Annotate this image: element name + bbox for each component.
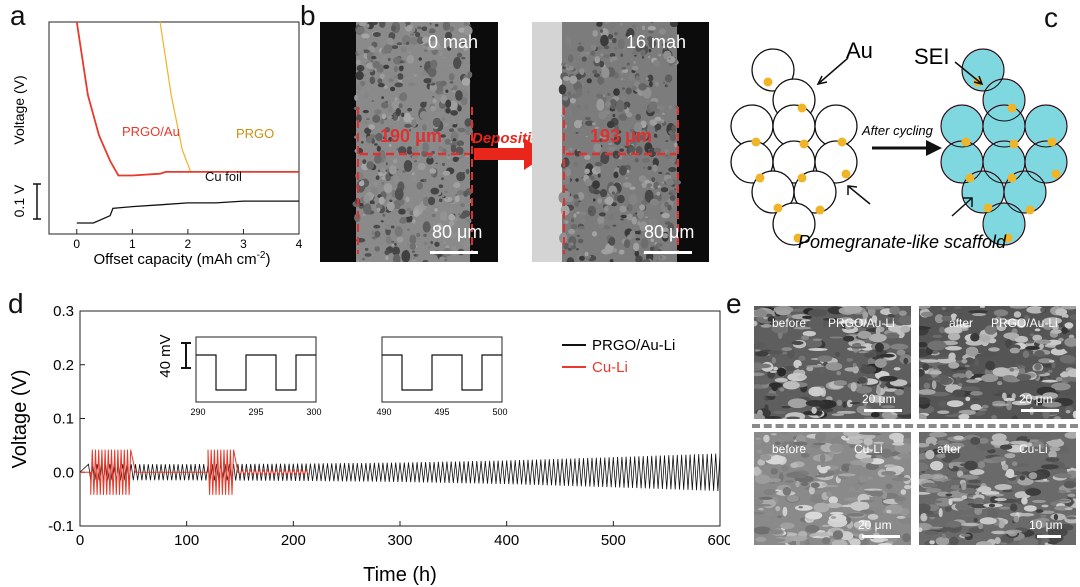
sem-image-after: 16 mah 193 μm 80 μm xyxy=(532,22,709,262)
au-particle xyxy=(837,137,847,147)
au-particle xyxy=(815,205,825,215)
label-16-mah: 16 mah xyxy=(626,32,687,52)
au-particle xyxy=(755,173,765,183)
legend-cu: Cu-Li xyxy=(592,359,628,376)
au-particle xyxy=(961,137,971,147)
d-y-tick-label: 0.0 xyxy=(53,464,74,481)
x-axis-label: Offset capacity (mAh cm-2) xyxy=(93,250,270,268)
cu-li-trace xyxy=(80,449,309,495)
panel-label-a: a xyxy=(10,0,26,31)
au-particle xyxy=(763,77,773,87)
panel-label-c: c xyxy=(1044,2,1058,33)
svg-text:500: 500 xyxy=(492,407,507,417)
sem-before-cu-li: before Cu-Li 20 μm xyxy=(754,432,911,545)
label-cu: Cu foil xyxy=(205,169,242,184)
label-0-mah: 0 mah xyxy=(428,32,479,52)
d-x-tick-label: 600 xyxy=(707,532,730,549)
sem-before-prgo-au-li: before PRGO/Au-Li 20 μm xyxy=(754,306,911,419)
d-y-tick-label: 0.2 xyxy=(53,357,74,374)
y-axis-label: Voltage (V) xyxy=(11,75,27,144)
inset-scale-label: 40 mV xyxy=(157,334,174,377)
label-after-cycling: After cycling xyxy=(861,123,934,138)
scaffold-circle xyxy=(751,48,795,92)
au-particle xyxy=(1051,169,1061,179)
caption-pomegranate: Pomegranate-like scaffold xyxy=(798,232,1007,252)
panel-c-scaffold-diagram: Au SEI After cycling Pomegranate-like sc… xyxy=(730,38,1068,252)
au-particle xyxy=(1047,137,1057,147)
d-x-tick-label: 200 xyxy=(281,532,306,549)
d-y-tick-label: 0.3 xyxy=(53,303,74,320)
panel-label-d: d xyxy=(8,288,24,319)
au-particle xyxy=(799,139,809,149)
label-prgo: PRGO xyxy=(236,126,274,141)
d-x-tick-label: 300 xyxy=(387,532,412,549)
panel-d-chart: 0 100 200 300 400 500 600 -0.1 0.0 0.1 0.2 0.3 Volt… xyxy=(9,303,730,586)
d-x-tick-label: 100 xyxy=(174,532,199,549)
panel-label-b: b xyxy=(300,0,316,31)
deposition-label: Deposition xyxy=(472,130,550,147)
sem-after-cu-li: after Cu-Li 10 μm xyxy=(919,432,1076,545)
panel-e-divider xyxy=(752,424,1078,428)
label-au: Au xyxy=(846,38,873,63)
a-x-tick-label: 4 xyxy=(296,237,303,251)
scaffold-circle xyxy=(772,202,816,246)
au-particle xyxy=(751,137,761,147)
d-y-axis-label: Voltage (V) xyxy=(9,370,31,469)
inset-1 xyxy=(195,336,317,403)
au-particle xyxy=(1007,103,1017,113)
svg-text:290: 290 xyxy=(190,407,205,417)
panel-a-chart: 0 1 2 3 4 0.1 V Voltage (V) PRGO/Au PRGO Cu … xyxy=(11,21,303,268)
scale-bar-label-before: 80 μm xyxy=(432,222,483,242)
a-x-tick-label: 0 xyxy=(73,237,80,251)
au-particle xyxy=(797,103,807,113)
cu-foil-curve xyxy=(76,200,299,224)
scale-bar-label: 0.1 V xyxy=(11,184,27,217)
sem-after-prgo-au-li: after PRGO/Au-Li 20 μm xyxy=(919,306,1076,419)
prgo-curve xyxy=(159,21,299,173)
inset-2 xyxy=(381,336,503,403)
d-x-axis-label: Time (h) xyxy=(363,564,437,586)
d-x-tick-label: 500 xyxy=(601,532,626,549)
au-particle xyxy=(793,233,803,243)
d-y-tick-label: 0.1 xyxy=(53,411,74,428)
legend-prgo: PRGO/Au-Li xyxy=(592,337,675,354)
au-particle xyxy=(965,173,975,183)
a-x-tick-label: 3 xyxy=(240,237,247,251)
label-prgo-au: PRGO/Au xyxy=(122,124,180,139)
a-x-tick-label: 1 xyxy=(129,237,136,251)
d-x-tick-label: 400 xyxy=(494,532,519,549)
svg-text:295: 295 xyxy=(248,407,263,417)
au-particle xyxy=(1025,205,1035,215)
prgo-au-curve xyxy=(75,21,299,177)
d-y-tick-label: -0.1 xyxy=(48,518,74,535)
au-particle xyxy=(983,203,993,213)
thickness-after: 193 μm xyxy=(590,126,653,146)
au-particle xyxy=(773,203,783,213)
svg-text:300: 300 xyxy=(306,407,321,417)
thickness-before: 190 μm xyxy=(380,126,443,146)
au-particle xyxy=(1003,233,1013,243)
au-particle xyxy=(1007,173,1017,183)
d-x-tick-label: 0 xyxy=(76,532,84,549)
au-particle xyxy=(841,169,851,179)
au-particle xyxy=(1009,139,1019,149)
label-sei: SEI xyxy=(914,44,949,69)
au-particle xyxy=(797,173,807,183)
svg-text:490: 490 xyxy=(376,407,391,417)
svg-text:495: 495 xyxy=(434,407,449,417)
scale-bar-label-after: 80 μm xyxy=(644,222,695,242)
sem-image-before: 0 mah 190 μm 80 μm xyxy=(320,22,498,262)
a-x-tick-label: 2 xyxy=(185,237,192,251)
panel-label-e: e xyxy=(726,288,742,319)
